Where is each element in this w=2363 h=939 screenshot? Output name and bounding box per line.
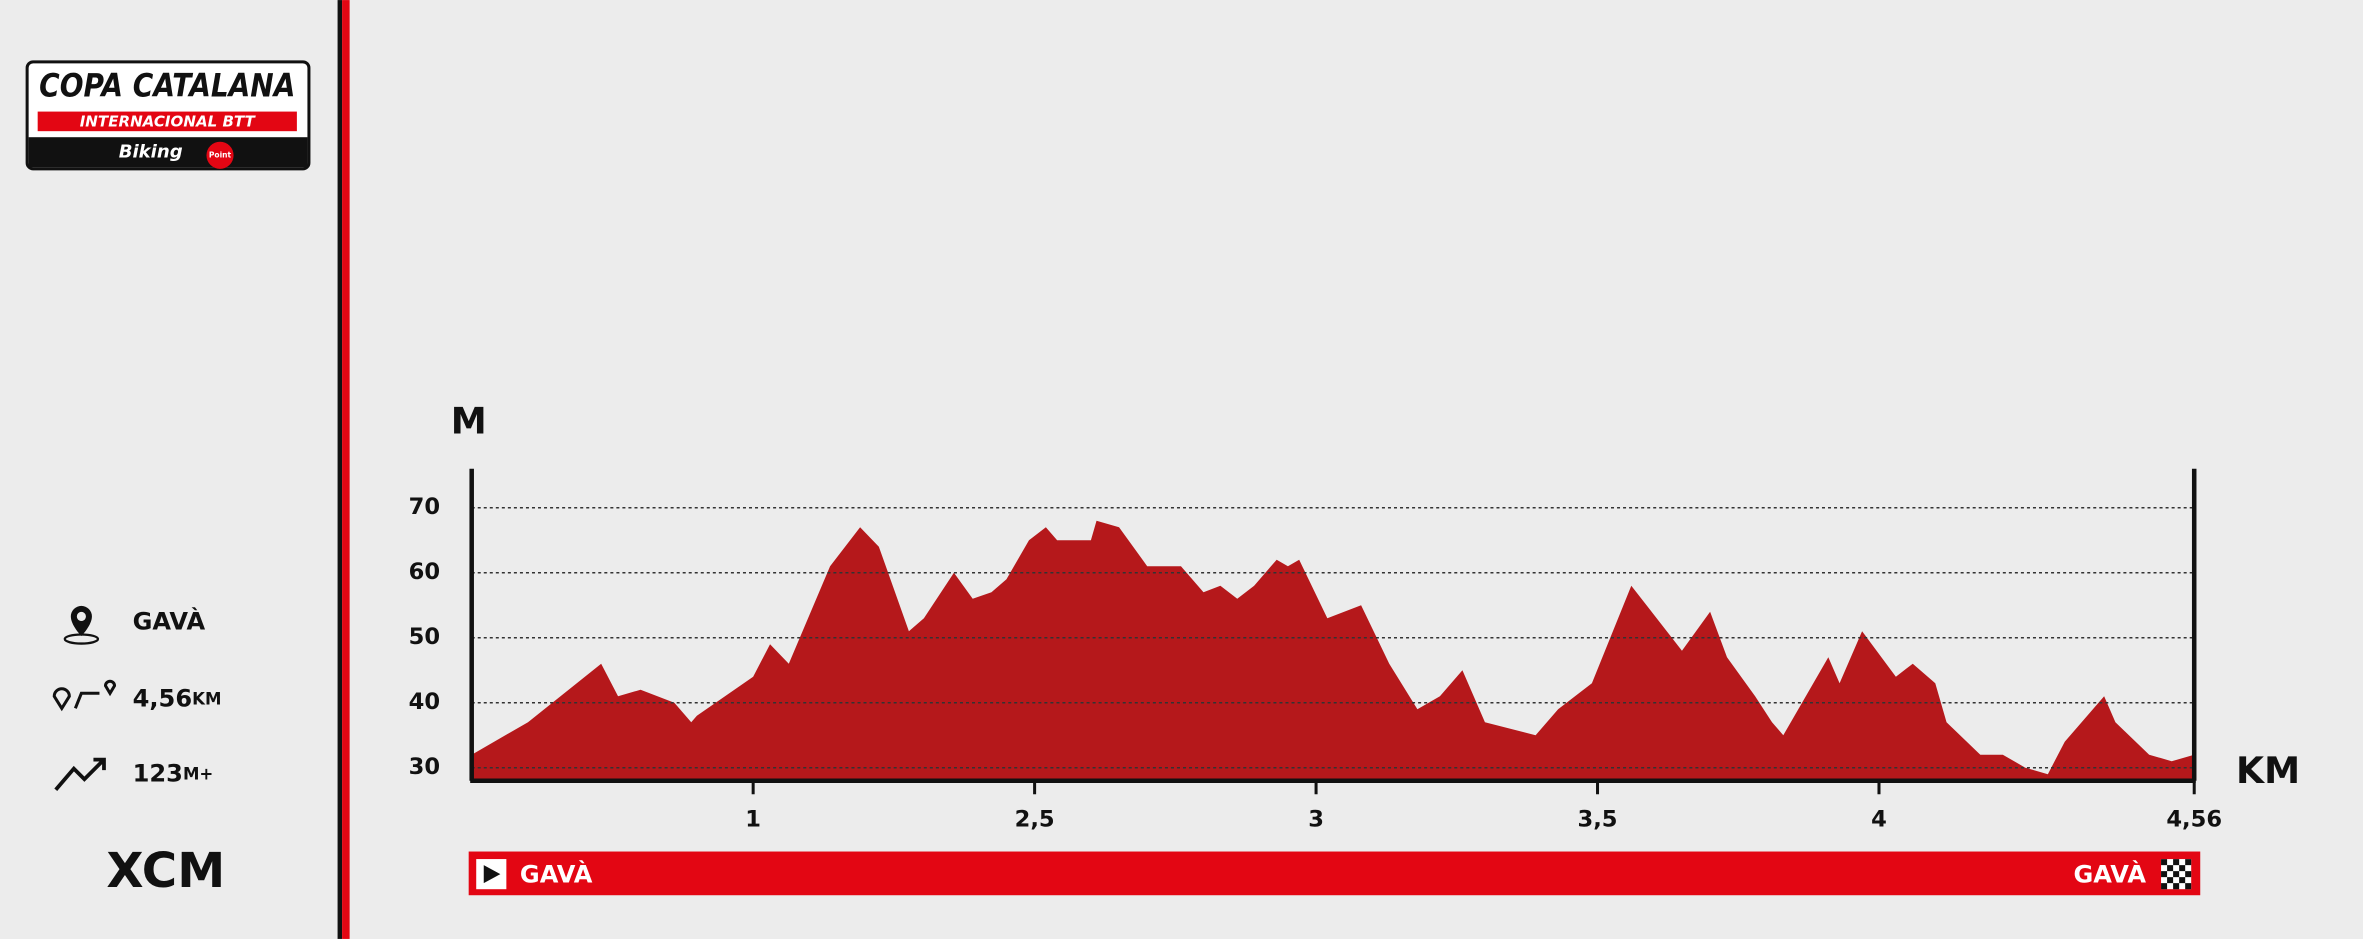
distance-value: 4,56 — [133, 684, 193, 712]
finish-checks — [2161, 859, 2192, 890]
chart: 30 40 50 60 70 1 2,5 3 3,5 4 4,56 M KM — [409, 400, 2300, 833]
elevation-value: 123 — [133, 760, 183, 788]
y-tick-label: 60 — [409, 559, 440, 585]
logo-band — [37, 111, 297, 132]
distance-icon — [52, 679, 117, 712]
logo: COPA CATALANA INTERNACIONAL BTT Biking P… — [25, 60, 311, 171]
distance: 4,56KM — [133, 684, 222, 712]
x-tick-label: 3,5 — [1578, 806, 1618, 832]
distance-unit: KM — [192, 689, 221, 708]
divider-red — [342, 0, 350, 939]
y-tick-label: 50 — [409, 624, 440, 650]
route-band — [468, 851, 2201, 896]
info: GAVÀ 4,56KM 123M+ XCM — [52, 605, 225, 899]
x-axis-label: KM — [2236, 749, 2300, 792]
elevation-area — [471, 520, 2195, 781]
x-tick-label: 2,5 — [1015, 806, 1055, 832]
y-axis-label: M — [451, 400, 487, 443]
logo-subtitle: INTERNACIONAL BTT — [80, 113, 257, 131]
route-bar: GAVÀ GAVÀ — [468, 851, 2201, 896]
elevation-gain: 123M+ — [133, 760, 214, 788]
x-tick-label: 4,56 — [2166, 806, 2222, 832]
elevation-unit: M+ — [183, 764, 213, 783]
x-tick-label: 1 — [745, 806, 761, 832]
route-finish: GAVÀ — [2073, 860, 2146, 889]
route-start: GAVÀ — [520, 860, 593, 889]
elevation-icon — [54, 757, 106, 791]
location: GAVÀ — [133, 606, 206, 635]
x-tick-label: 4 — [1871, 806, 1887, 832]
logo-sponsor-tag: Point — [209, 150, 232, 159]
logo-dot — [206, 141, 234, 169]
logo-sponsor: Biking — [119, 141, 183, 162]
category: XCM — [106, 843, 225, 899]
x-tick-label: 3 — [1308, 806, 1324, 832]
divider — [337, 0, 343, 939]
y-tick-label: 40 — [409, 689, 440, 715]
location-icon — [70, 605, 92, 637]
y-tick-label: 30 — [409, 754, 440, 780]
y-tick-label: 70 — [409, 494, 440, 520]
location-icon-base — [63, 633, 100, 645]
logo-title: COPA CATALANA — [39, 68, 295, 104]
logo-bottom — [28, 137, 308, 168]
start-arrow — [483, 865, 501, 884]
